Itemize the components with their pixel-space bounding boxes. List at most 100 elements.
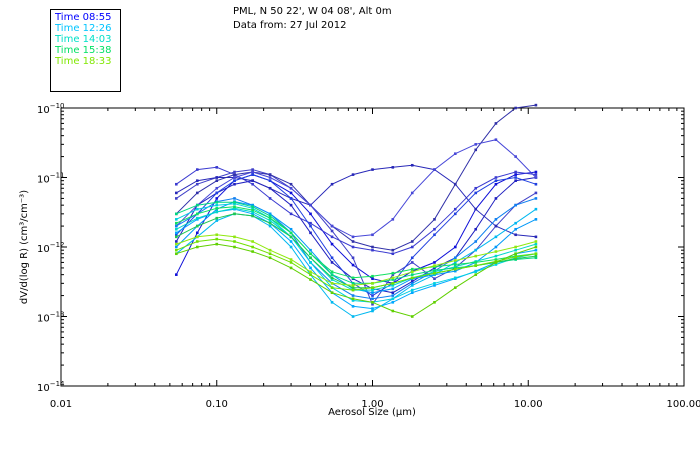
data-point (233, 202, 236, 205)
data-point (371, 302, 374, 306)
data-point (371, 286, 374, 289)
data-point (494, 197, 498, 200)
data-point (494, 218, 498, 221)
data-point (195, 207, 199, 211)
data-point (433, 233, 436, 237)
data-point (330, 273, 334, 276)
data-point (391, 284, 395, 287)
data-point (474, 148, 478, 152)
data-point (309, 252, 312, 256)
data-point (233, 200, 236, 204)
data-point (514, 155, 517, 158)
data-point (268, 248, 272, 252)
data-point (195, 235, 199, 239)
data-point (474, 207, 478, 211)
data-point (309, 273, 312, 276)
data-point (351, 263, 355, 267)
data-point (233, 173, 236, 176)
data-point (494, 179, 498, 182)
data-point (534, 218, 538, 221)
data-point (514, 179, 517, 182)
data-point (251, 205, 254, 209)
data-point (433, 168, 436, 171)
data-point (494, 245, 498, 249)
data-point (195, 182, 199, 186)
data-point (534, 245, 538, 249)
data-point (453, 212, 457, 216)
data-point (289, 212, 293, 216)
data-point (534, 173, 538, 176)
data-point (410, 288, 414, 292)
data-point (433, 277, 436, 280)
data-point (251, 250, 254, 253)
data-point (309, 256, 312, 260)
data-point (351, 282, 355, 285)
data-point (410, 163, 414, 167)
data-point (371, 168, 374, 171)
data-point (309, 278, 312, 281)
data-point (215, 210, 219, 214)
data-point (233, 176, 236, 179)
data-point (233, 197, 236, 200)
data-point (410, 245, 414, 249)
data-point (268, 176, 272, 179)
data-point (175, 182, 178, 186)
data-point (474, 273, 478, 276)
data-point (391, 271, 395, 275)
data-point (268, 186, 272, 190)
series-6 (175, 138, 538, 239)
series-17 (175, 237, 538, 292)
data-point (453, 256, 457, 260)
data-point (391, 294, 395, 297)
data-point (371, 233, 374, 237)
data-point (351, 297, 355, 301)
data-point (175, 221, 178, 225)
data-point (309, 212, 312, 216)
data-point (351, 235, 355, 239)
data-point (289, 182, 293, 186)
data-point (371, 248, 374, 252)
data-point (215, 176, 219, 179)
data-point (433, 271, 436, 275)
data-point (175, 212, 178, 216)
data-point (330, 286, 334, 289)
data-point (330, 301, 334, 304)
data-point (215, 207, 219, 210)
date-info: Data from: 27 Jul 2012 (233, 20, 347, 31)
data-point (514, 252, 517, 256)
data-point (514, 248, 517, 252)
data-point (514, 245, 517, 249)
data-point (330, 229, 334, 233)
data-point (410, 282, 414, 285)
data-point (453, 263, 457, 266)
data-point (474, 248, 478, 252)
data-point (474, 254, 478, 258)
data-point (215, 233, 219, 237)
data-point (195, 168, 199, 171)
data-point (514, 233, 517, 237)
data-point (330, 270, 334, 274)
data-point (215, 191, 219, 195)
data-point (175, 235, 178, 239)
data-point (215, 216, 219, 220)
data-point (351, 240, 355, 243)
data-point (268, 219, 272, 222)
data-point (514, 257, 517, 260)
data-point (251, 203, 254, 207)
data-point (195, 179, 199, 182)
data-point (268, 173, 272, 176)
data-point (494, 235, 498, 239)
y-tick-label: 10−12 (37, 241, 65, 255)
data-point (233, 207, 236, 210)
data-point (391, 278, 395, 281)
data-point (268, 256, 272, 260)
data-point (453, 276, 457, 280)
data-point (268, 179, 272, 182)
data-point (433, 273, 436, 276)
data-point (410, 284, 414, 287)
data-point (433, 261, 436, 264)
y-axis-label: dV/d(log R) (cm³/cm⁻³) (19, 190, 30, 304)
data-point (534, 242, 538, 246)
series-19 (175, 242, 538, 318)
data-point (251, 212, 254, 216)
